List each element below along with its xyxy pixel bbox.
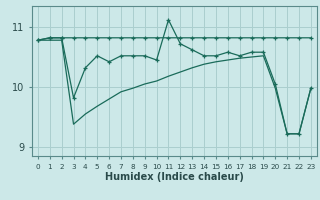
X-axis label: Humidex (Indice chaleur): Humidex (Indice chaleur) [105,172,244,182]
